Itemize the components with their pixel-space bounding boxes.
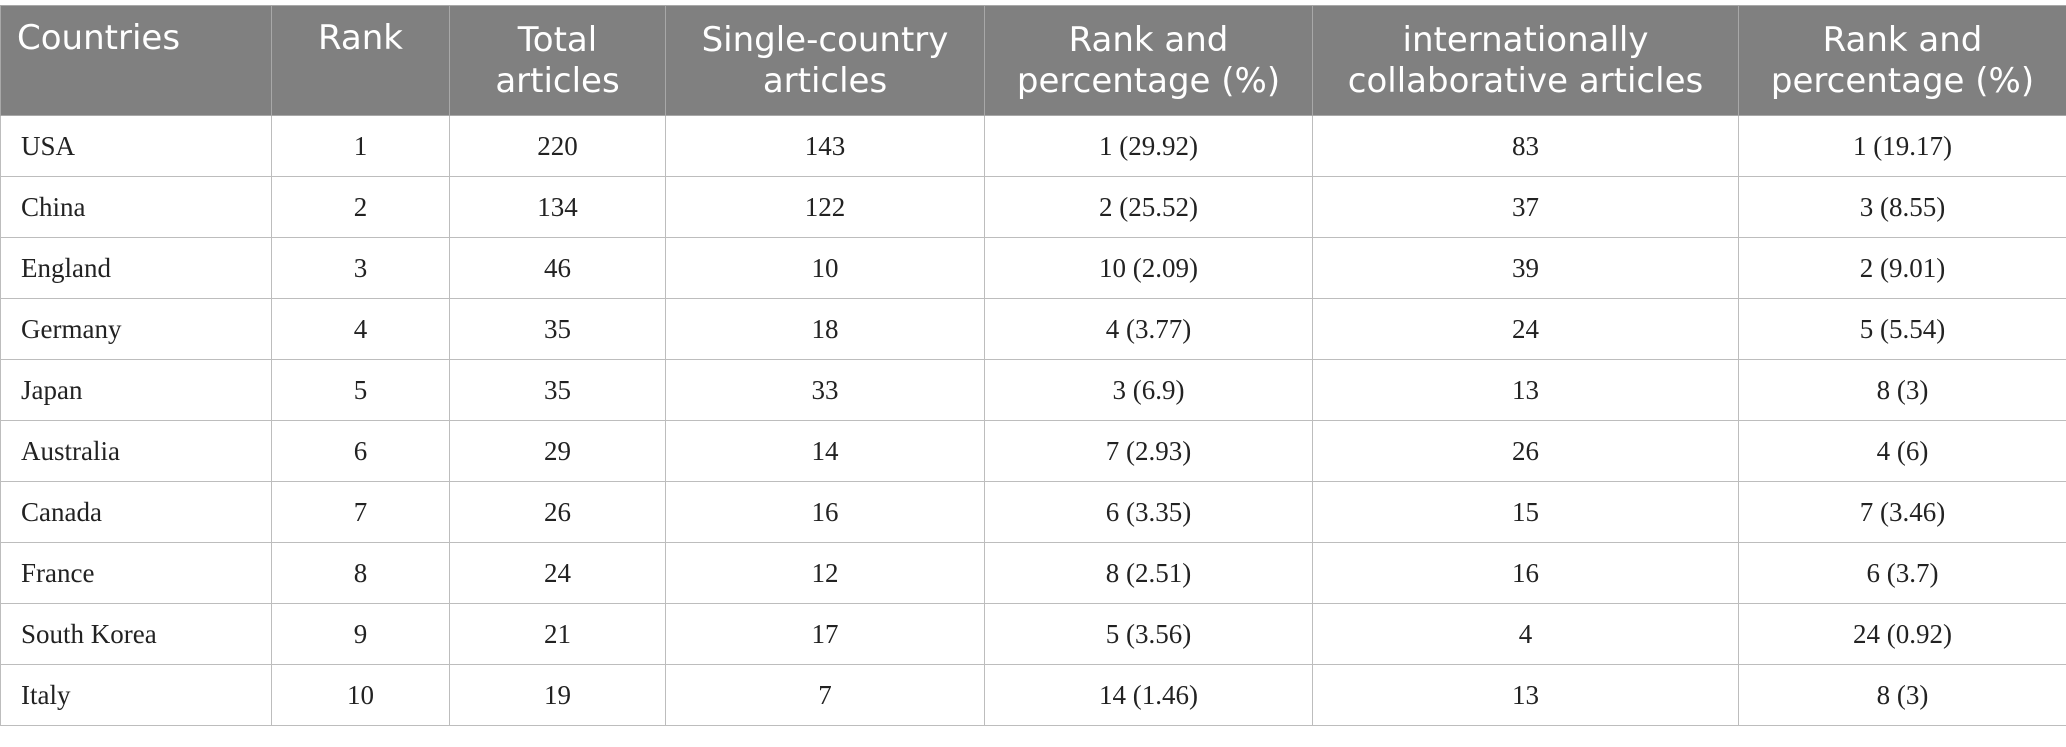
table-cell: South Korea (0, 603, 272, 665)
table-row: China 2 134 122 2 (25.52) 37 3 (8.55) (0, 176, 2066, 238)
table-cell: 1 (29.92) (984, 115, 1313, 177)
table-row: Australia 6 29 14 7 (2.93) 26 4 (6) (0, 420, 2066, 482)
table-row: USA 1 220 143 1 (29.92) 83 1 (19.17) (0, 115, 2066, 177)
table-cell: 10 (2.09) (984, 237, 1313, 299)
table-cell: 4 (3.77) (984, 298, 1313, 360)
table-cell: 18 (665, 298, 985, 360)
table-cell: 8 (2.51) (984, 542, 1313, 604)
table-cell: 26 (449, 481, 666, 543)
table-row: Germany 4 35 18 4 (3.77) 24 5 (5.54) (0, 298, 2066, 360)
table-cell: 6 (271, 420, 450, 482)
table-cell: 26 (1312, 420, 1739, 482)
table-cell: Japan (0, 359, 272, 421)
table-cell: 8 (271, 542, 450, 604)
table-cell: 83 (1312, 115, 1739, 177)
table-cell: 24 (1312, 298, 1739, 360)
header-row: Countries Rank Total articles Single-countr… (0, 5, 2066, 116)
table-row: France 8 24 12 8 (2.51) 16 6 (3.7) (0, 542, 2066, 604)
table-row: Canada 7 26 16 6 (3.35) 15 7 (3.46) (0, 481, 2066, 543)
table-cell: 35 (449, 298, 666, 360)
table-cell: 3 (271, 237, 450, 299)
table-cell: 35 (449, 359, 666, 421)
table-row: Japan 5 35 33 3 (6.9) 13 8 (3) (0, 359, 2066, 421)
table-cell: Australia (0, 420, 272, 482)
table-row: South Korea 9 21 17 5 (3.56) 4 24 (0.92) (0, 603, 2066, 665)
table-cell: 3 (6.9) (984, 359, 1313, 421)
table-cell: 13 (1312, 359, 1739, 421)
table-cell: 9 (271, 603, 450, 665)
table-cell: England (0, 237, 272, 299)
table-cell: 5 (3.56) (984, 603, 1313, 665)
header-cell: Single-country articles (665, 5, 985, 116)
header-cell: Rank and percentage (%) (1738, 5, 2066, 116)
table-cell: 7 (2.93) (984, 420, 1313, 482)
table-cell: USA (0, 115, 272, 177)
table-cell: 8 (3) (1738, 359, 2066, 421)
table-cell: 19 (449, 664, 666, 726)
table-cell: 4 (1312, 603, 1739, 665)
table-cell: 4 (6) (1738, 420, 2066, 482)
table-cell: 39 (1312, 237, 1739, 299)
table-cell: 37 (1312, 176, 1739, 238)
table-cell: 21 (449, 603, 666, 665)
header-cell: Total articles (449, 5, 666, 116)
table-cell: 5 (271, 359, 450, 421)
header-cell: internationally collaborative articles (1312, 5, 1739, 116)
table-cell: 2 (25.52) (984, 176, 1313, 238)
table-cell: 24 (0.92) (1738, 603, 2066, 665)
table-cell: 24 (449, 542, 666, 604)
table-cell: 5 (5.54) (1738, 298, 2066, 360)
table-cell: 16 (1312, 542, 1739, 604)
table-body: USA 1 220 143 1 (29.92) 83 1 (19.17) China 2 134 1… (0, 115, 2066, 726)
table-cell: 122 (665, 176, 985, 238)
table-cell: 1 (271, 115, 450, 177)
table-cell: Italy (0, 664, 272, 726)
table-cell: 6 (3.7) (1738, 542, 2066, 604)
table-cell: France (0, 542, 272, 604)
table-cell: Canada (0, 481, 272, 543)
table-cell: 8 (3) (1738, 664, 2066, 726)
table-cell: 15 (1312, 481, 1739, 543)
table-cell: 2 (271, 176, 450, 238)
table-cell: 10 (271, 664, 450, 726)
header-cell: Rank (271, 5, 450, 116)
table-cell: 12 (665, 542, 985, 604)
table-cell: 7 (665, 664, 985, 726)
table-cell: 46 (449, 237, 666, 299)
table-cell: 13 (1312, 664, 1739, 726)
table-cell: 1 (19.17) (1738, 115, 2066, 177)
table-cell: 134 (449, 176, 666, 238)
data-table: Countries Rank Total articles Single-countr… (0, 5, 2066, 726)
table-cell: 143 (665, 115, 985, 177)
table-cell: 6 (3.35) (984, 481, 1313, 543)
table-cell: China (0, 176, 272, 238)
table-cell: 10 (665, 237, 985, 299)
table-cell: 14 (665, 420, 985, 482)
table-cell: 17 (665, 603, 985, 665)
table-cell: 29 (449, 420, 666, 482)
table-cell: Germany (0, 298, 272, 360)
table-cell: 16 (665, 481, 985, 543)
table-row: Italy 10 19 7 14 (1.46) 13 8 (3) (0, 664, 2066, 726)
table-cell: 220 (449, 115, 666, 177)
header-cell: Rank and percentage (%) (984, 5, 1313, 116)
table-cell: 2 (9.01) (1738, 237, 2066, 299)
page: Countries Rank Total articles Single-countr… (0, 5, 2066, 747)
table-cell: 7 (3.46) (1738, 481, 2066, 543)
table-row: England 3 46 10 10 (2.09) 39 2 (9.01) (0, 237, 2066, 299)
table-cell: 14 (1.46) (984, 664, 1313, 726)
table-cell: 3 (8.55) (1738, 176, 2066, 238)
header-cell: Countries (0, 5, 272, 116)
table-cell: 33 (665, 359, 985, 421)
table-cell: 4 (271, 298, 450, 360)
table-cell: 7 (271, 481, 450, 543)
